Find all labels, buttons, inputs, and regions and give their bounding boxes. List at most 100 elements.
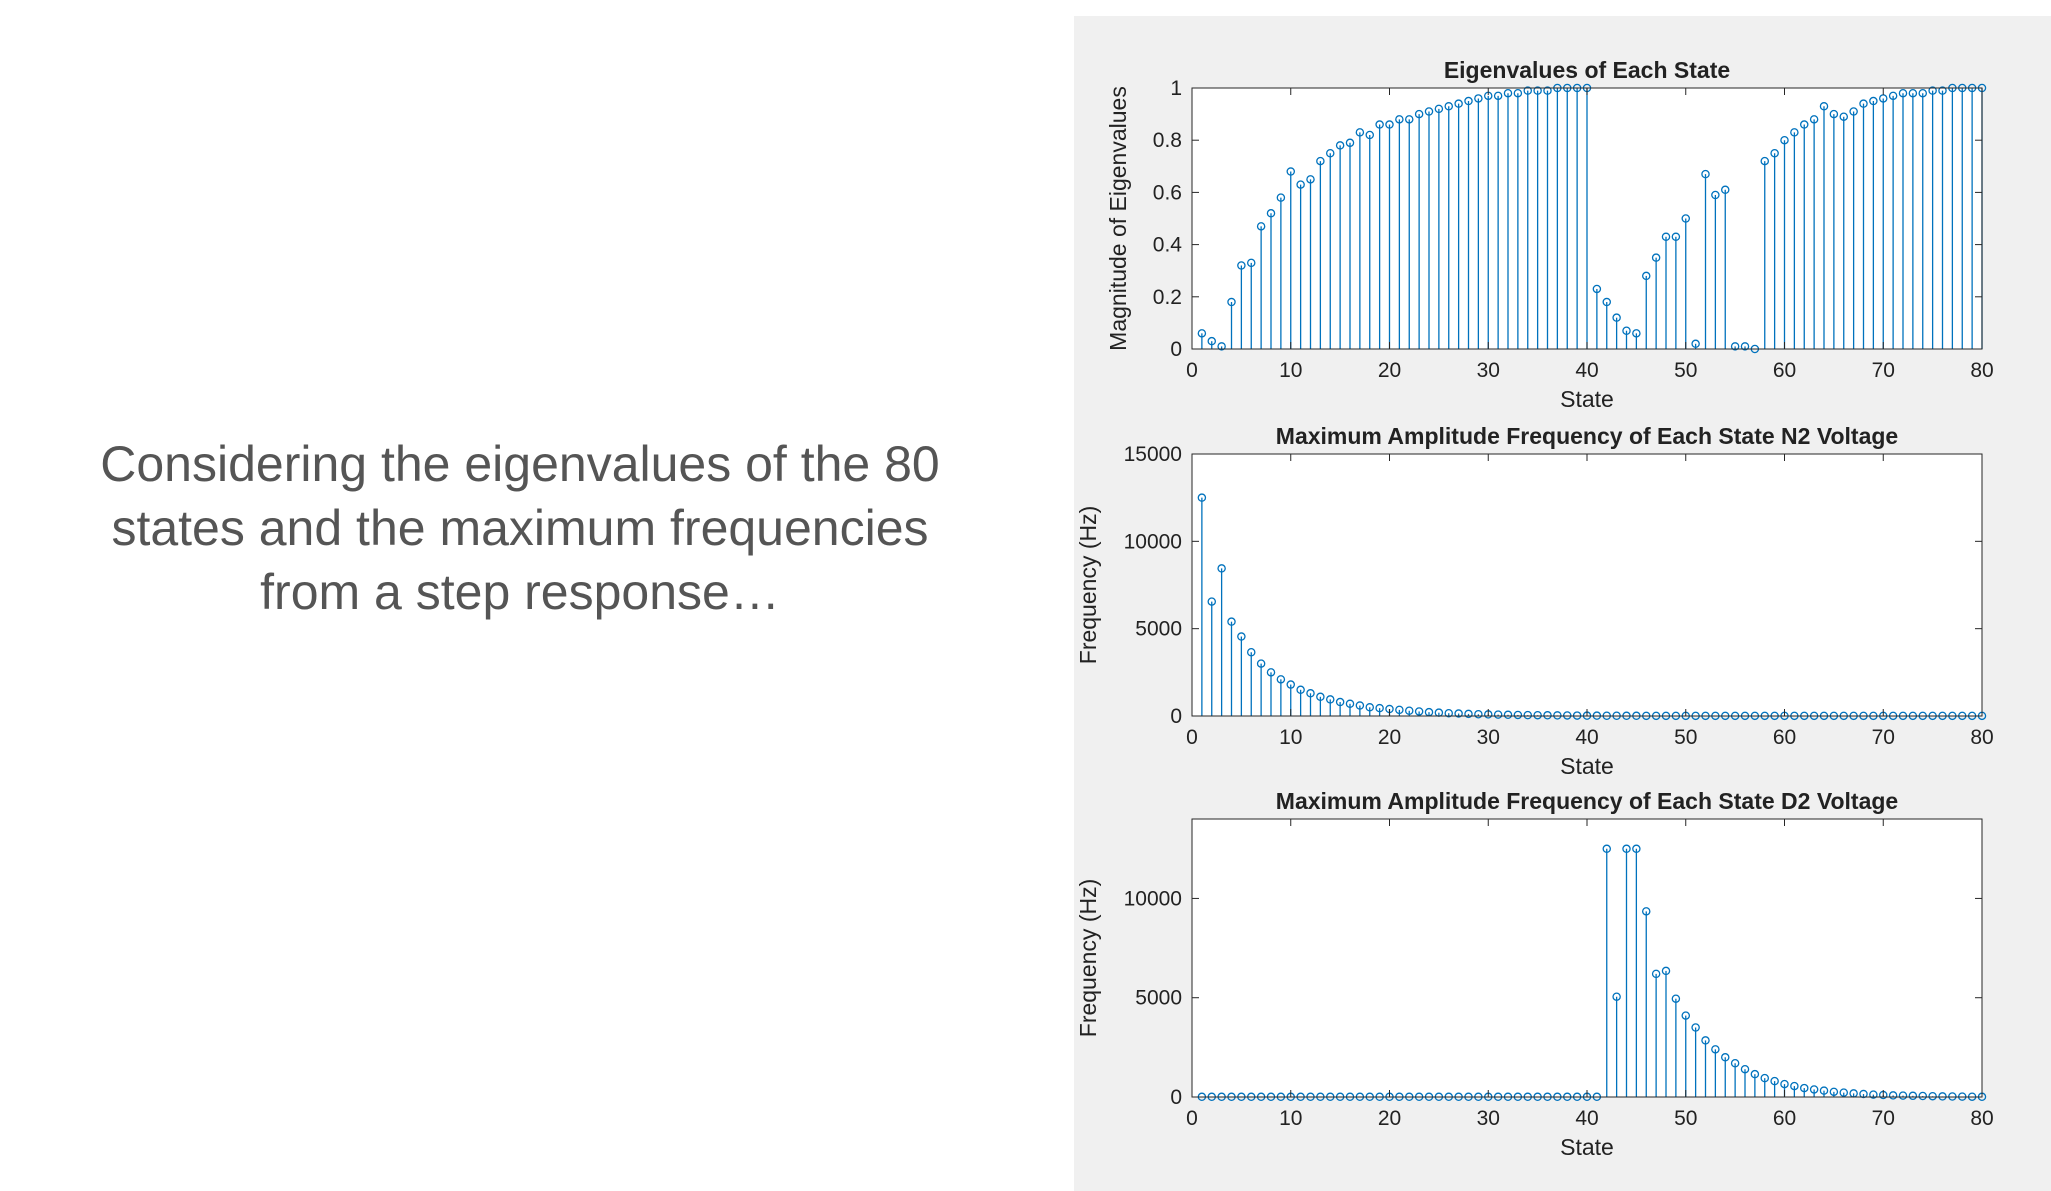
x-tick-label: 80: [1970, 726, 1993, 749]
stem-marker: [1622, 326, 1631, 335]
x-tick-label: 0: [1186, 359, 1198, 382]
stem-marker: [1345, 138, 1355, 148]
stem-marker: [1691, 1023, 1700, 1032]
stem-marker: [1217, 564, 1226, 573]
stem-marker: [1345, 699, 1355, 709]
axes-background: [1192, 819, 1982, 1097]
x-tick-label: 40: [1575, 359, 1598, 382]
y-tick-label: 5000: [1135, 987, 1182, 1010]
stem-marker: [1908, 1091, 1918, 1101]
stem-marker: [1533, 86, 1542, 95]
caption-line: Considering the eigenvalues of the 80: [100, 436, 940, 492]
stem-marker: [1217, 342, 1226, 351]
stem-marker: [1493, 91, 1503, 101]
y-axis-label: Magnitude of Eigenvalues: [1105, 86, 1131, 351]
stem-marker: [1819, 102, 1829, 111]
stem-marker: [1770, 148, 1779, 158]
stem-marker: [1730, 1058, 1740, 1068]
stem-marker: [1701, 1036, 1710, 1045]
stem-marker: [1513, 88, 1523, 98]
stem-marker: [1256, 659, 1266, 668]
x-tick-label: 80: [1970, 1107, 1993, 1130]
stem-marker: [1730, 342, 1740, 351]
stem-marker: [1335, 697, 1345, 707]
stem-marker: [1296, 180, 1305, 189]
stem-marker: [1533, 710, 1542, 720]
stem-marker: [1760, 1073, 1770, 1083]
stem-marker: [1375, 120, 1384, 129]
stem-marker: [1365, 130, 1374, 140]
stem-marker: [1454, 709, 1463, 718]
stem-marker: [1592, 284, 1602, 294]
x-tick-label: 70: [1872, 1107, 1895, 1130]
stem-marker: [1276, 193, 1286, 202]
stem-marker: [1829, 1087, 1839, 1097]
x-tick-label: 70: [1872, 359, 1895, 382]
stem-marker: [1809, 115, 1819, 124]
stem-marker: [1503, 88, 1513, 98]
x-tick-label: 50: [1674, 359, 1697, 382]
stem-marker: [1523, 86, 1532, 95]
stem-marker: [1612, 313, 1621, 322]
stem-marker: [1671, 232, 1681, 242]
stem-marker: [1316, 692, 1325, 702]
chart-title: Maximum Amplitude Frequency of Each Stat…: [1276, 788, 1898, 814]
stem-marker: [1681, 214, 1691, 223]
x-axis-label: State: [1560, 386, 1614, 412]
stem-marker: [1197, 329, 1207, 338]
stem-marker: [1414, 109, 1424, 119]
stem-marker: [1898, 1091, 1908, 1100]
stem-marker: [1543, 86, 1552, 95]
stem-marker: [1444, 102, 1453, 111]
y-tick-label: 10000: [1124, 887, 1182, 910]
x-axis-label: State: [1560, 753, 1614, 779]
stem-marker: [1711, 1045, 1720, 1054]
stem-marker: [1928, 1091, 1937, 1101]
x-tick-label: 60: [1773, 1107, 1796, 1130]
stem-marker: [1740, 1064, 1750, 1074]
stem-marker: [1869, 96, 1878, 106]
stem-marker: [1790, 1081, 1799, 1091]
stem-marker: [1246, 258, 1256, 268]
stem-marker: [1365, 703, 1374, 712]
x-tick-label: 10: [1279, 726, 1302, 749]
stem-marker: [1543, 711, 1552, 720]
stem-marker: [1375, 703, 1384, 713]
stem-marker: [1671, 994, 1681, 1003]
stem-marker: [1918, 1091, 1928, 1101]
y-tick-label: 0.6: [1153, 181, 1182, 204]
y-axis-label: Frequency (Hz): [1075, 506, 1101, 664]
x-tick-label: 20: [1378, 1107, 1401, 1130]
x-tick-label: 60: [1773, 359, 1796, 382]
stem-marker: [1562, 711, 1572, 720]
y-tick-label: 0.4: [1153, 234, 1183, 257]
stem-marker: [1740, 342, 1750, 351]
y-tick-label: 0.8: [1153, 129, 1182, 152]
x-tick-label: 50: [1674, 1107, 1697, 1130]
stem-marker: [1790, 128, 1799, 137]
stem-marker: [1642, 907, 1651, 916]
stem-marker: [1839, 1088, 1849, 1097]
stem-marker: [1414, 707, 1424, 716]
stem-marker: [1651, 253, 1661, 262]
stem-marker: [1286, 680, 1295, 689]
caption-line: from a step response…: [260, 564, 780, 620]
slide-caption: Considering the eigenvalues of the 80 st…: [40, 432, 1000, 624]
stem-marker: [1207, 597, 1216, 606]
stem-marker: [1602, 844, 1612, 854]
stem-marker: [1809, 1085, 1819, 1094]
stem-marker: [1395, 115, 1404, 124]
stem-marker: [1888, 91, 1898, 101]
stem-marker: [1404, 115, 1414, 124]
x-tick-label: 10: [1279, 359, 1302, 382]
stem-marker: [1849, 107, 1858, 116]
x-tick-label: 0: [1186, 726, 1198, 749]
y-tick-label: 0: [1170, 705, 1182, 728]
stem-marker: [1888, 1091, 1898, 1100]
stem-marker: [1464, 96, 1473, 106]
stem-marker: [1701, 169, 1710, 179]
y-tick-label: 0: [1170, 338, 1182, 361]
x-tick-label: 60: [1773, 726, 1796, 749]
x-tick-label: 30: [1477, 359, 1500, 382]
figure-canvas: 0 10 20 30 40 50 60 70 80 0 0.2 0.4 0.6 0.8 1 Eigenvalu…: [1075, 57, 1994, 1160]
